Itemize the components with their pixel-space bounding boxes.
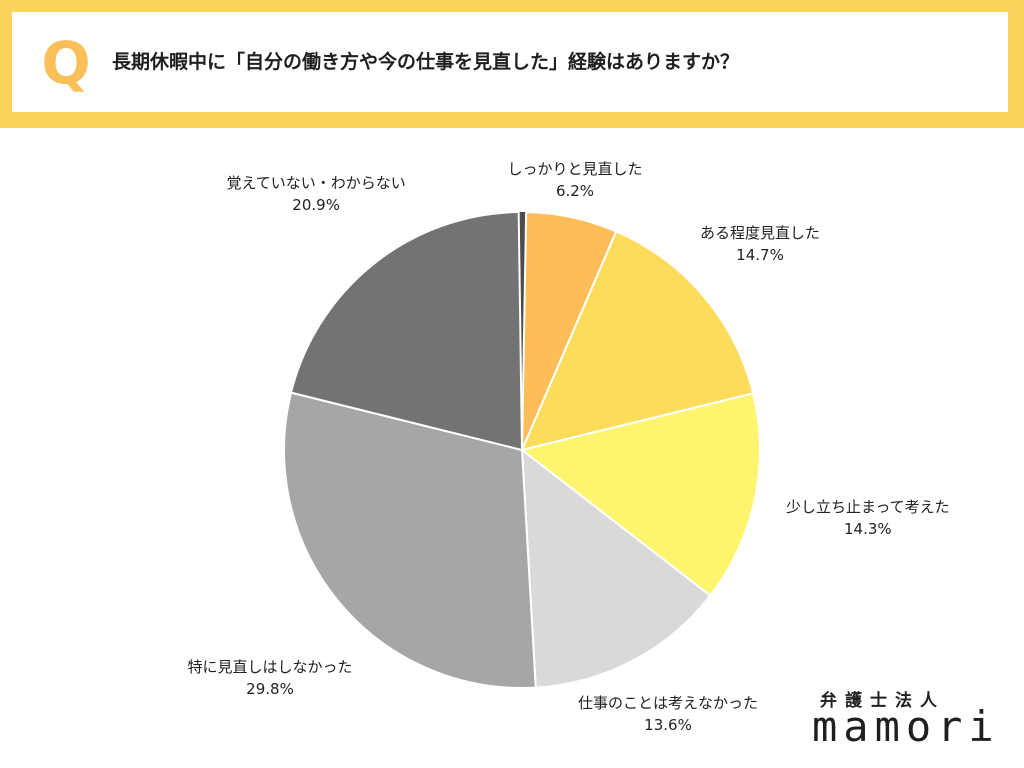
slice-label-text: しっかりと見直した xyxy=(507,160,643,178)
slice-label-text: 仕事のことは考えなかった xyxy=(578,694,759,712)
slice-value-label: 20.9% xyxy=(292,196,340,214)
slice-value-label: 6.2% xyxy=(555,182,595,200)
slice-label-text: 特に見直しはしなかった xyxy=(187,658,353,676)
pie-slice-3 xyxy=(519,392,761,598)
logo-subtitle: 弁護士法人 xyxy=(820,691,945,711)
pie-slice-5 xyxy=(283,391,537,689)
slice-value-label: 29.8% xyxy=(246,680,294,698)
slice-value-label: 13.6% xyxy=(644,716,692,734)
q-mark: Q xyxy=(41,29,91,97)
question-box: Q 長期休暇中に「自分の働き方や今の仕事を見直した」経験はありますか？ xyxy=(12,12,1008,112)
slice-label-1: しっかりと見直した 6.2% xyxy=(508,158,643,202)
pie-slice-2 xyxy=(520,230,755,452)
slice-label-3: 少し立ち止まって考えた 14.3% xyxy=(786,496,950,540)
slice-label-text: ある程度見直した xyxy=(700,224,821,242)
brand-logo: 弁護士法人 mamori xyxy=(812,686,1012,756)
slice-label-text: 覚えていない・わからない xyxy=(226,174,406,192)
slice-label-4: 仕事のことは考えなかった 13.6% xyxy=(578,692,758,736)
pie-slice-6 xyxy=(289,211,524,452)
question-text: 長期休暇中に「自分の働き方や今の仕事を見直した」経験はありますか？ xyxy=(112,51,740,73)
logo-wordmark: mamori xyxy=(812,702,1000,751)
slice-label-5: 特に見直しはしなかった 29.8% xyxy=(188,656,353,700)
slice-label-6: 覚えていない・わからない 20.9% xyxy=(227,172,406,216)
pie-slice-4 xyxy=(520,447,712,689)
slice-value-label: 14.7% xyxy=(736,246,784,264)
slice-label-text: 少し立ち止まって考えた xyxy=(786,498,950,516)
slice-value-label: 14.3% xyxy=(844,520,892,538)
slice-label-2: ある程度見直した 14.7% xyxy=(700,222,820,266)
